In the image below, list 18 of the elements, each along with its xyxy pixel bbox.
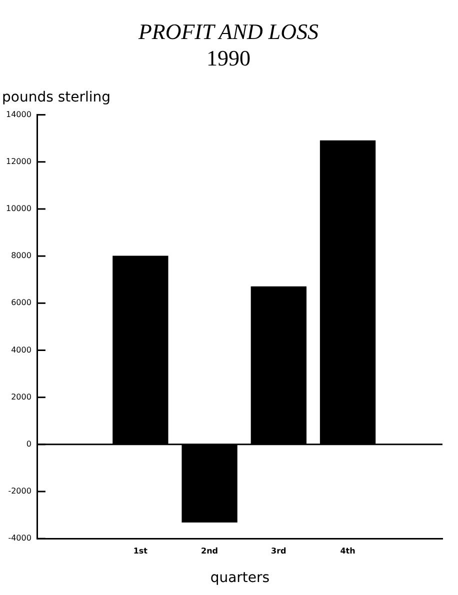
y-axis-title: pounds sterling bbox=[2, 89, 111, 106]
x-axis-title: quarters bbox=[210, 570, 270, 586]
y-tick-label: 0 bbox=[26, 440, 32, 448]
y-tick-label: 10000 bbox=[6, 204, 32, 214]
y-tick-label: -4000 bbox=[8, 534, 32, 543]
y-tick-label: -2000 bbox=[8, 486, 32, 496]
x-tick-label: 2nd bbox=[201, 546, 218, 556]
y-tick-label: 6000 bbox=[11, 298, 32, 308]
y-tick-label: 12000 bbox=[6, 156, 32, 166]
x-tick-label: 4th bbox=[340, 546, 356, 556]
y-tick-label: 4000 bbox=[11, 345, 32, 354]
y-tick-label: 2000 bbox=[11, 392, 32, 402]
chart-title: PROFIT AND LOSS bbox=[137, 18, 319, 44]
chart-subtitle: 1990 bbox=[206, 45, 250, 70]
y-tick-label: 14000 bbox=[6, 110, 32, 119]
y-tick-label: 8000 bbox=[11, 251, 32, 260]
x-tick-label: 3rd bbox=[271, 546, 287, 556]
x-tick-label: 1st bbox=[133, 546, 148, 556]
